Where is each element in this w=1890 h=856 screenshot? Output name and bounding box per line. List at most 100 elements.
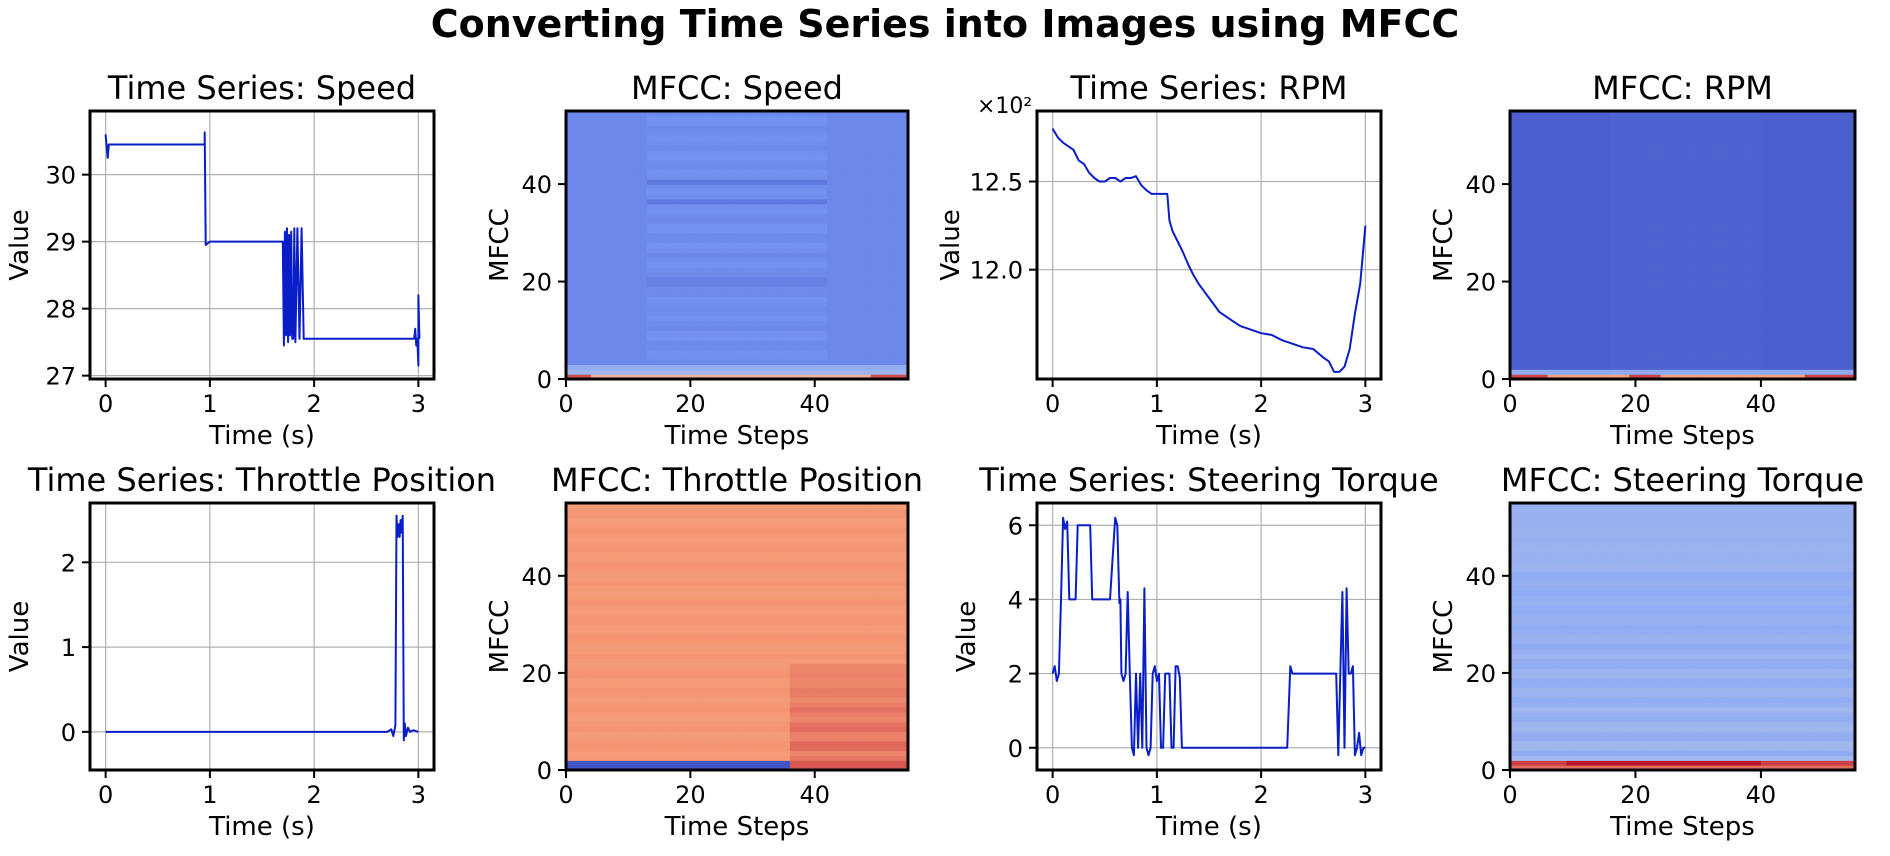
heatmap-cell (572, 242, 580, 249)
heatmap-cell (709, 188, 716, 195)
heatmap-cell (621, 305, 629, 312)
heatmap-cell (1591, 232, 1599, 239)
heatmap-cell (1792, 335, 1800, 341)
heatmap-cell (764, 320, 772, 326)
heatmap-cell (1610, 315, 1618, 322)
heatmap-cell (808, 193, 816, 200)
heatmap-cell (733, 364, 741, 370)
heatmap-cell (1698, 237, 1706, 244)
heatmap-cell (609, 213, 617, 219)
heatmap-cell (634, 257, 642, 263)
heatmap-cell (1604, 242, 1611, 249)
heatmap-cell (646, 208, 654, 214)
heatmap-cell (733, 262, 741, 268)
heatmap-cell (702, 305, 710, 312)
heatmap-cell (1553, 340, 1561, 346)
heatmap-cell (653, 369, 660, 375)
heatmap-cell (1641, 305, 1649, 312)
heatmap-cell (901, 281, 909, 288)
heatmap-cell (833, 262, 841, 268)
heatmap-cell (1510, 374, 1517, 380)
heatmap-cell (820, 184, 828, 190)
heatmap-cell (1572, 301, 1580, 307)
heatmap-cell (802, 286, 810, 292)
heatmap-cell (715, 218, 723, 224)
heatmap-cell (665, 369, 673, 375)
heatmap-cell (852, 320, 859, 326)
heatmap-cell (783, 242, 791, 249)
heatmap-cell (758, 193, 766, 200)
heatmap-cell (1685, 310, 1693, 317)
heatmap-cell (653, 296, 660, 302)
heatmap-cell (1804, 232, 1812, 239)
heatmap-cell (802, 154, 810, 161)
heatmap-cell (584, 266, 592, 273)
heatmap-cell (584, 179, 592, 185)
heatmap-cell (796, 223, 803, 229)
heatmap-cell (1597, 213, 1605, 219)
heatmap-cell (1648, 344, 1655, 351)
heatmap-cell (1591, 291, 1599, 297)
heatmap-cell (566, 286, 573, 292)
heatmap-cell (858, 237, 866, 244)
heatmap-cell (646, 164, 654, 171)
heatmap-cell (789, 232, 797, 239)
heatmap-cell (1622, 232, 1630, 239)
heatmap-cell (876, 232, 884, 239)
heatmap-cell (733, 203, 741, 210)
heatmap-cell (721, 310, 729, 317)
heatmap-cell (572, 223, 580, 229)
heatmap-cell (1848, 291, 1856, 297)
heatmap-cell (715, 125, 723, 132)
heatmap-cell (628, 340, 635, 346)
heatmap-cell (833, 135, 841, 141)
heatmap-cell (752, 369, 760, 375)
heatmap-cell (671, 159, 679, 166)
heatmap-cell (653, 276, 660, 283)
heatmap-cell (764, 169, 772, 175)
heatmap-cell (858, 179, 866, 185)
heatmap-cell (1510, 349, 1517, 356)
heatmap-cell (740, 188, 747, 195)
heatmap-cell (634, 135, 642, 141)
heatmap-cell (740, 286, 747, 292)
heatmap-cell (1597, 369, 1605, 375)
y-tick-label: 27 (45, 363, 76, 391)
heatmap-cell (740, 276, 747, 283)
heatmap-cell (715, 344, 723, 351)
heatmap-cell (1616, 301, 1624, 307)
heatmap-cell (1666, 281, 1674, 288)
heatmap-cell (1767, 359, 1775, 365)
heatmap-cell (1836, 242, 1844, 249)
heatmap-cell (659, 242, 667, 249)
heatmap-cell (889, 145, 897, 151)
heatmap-cell (1635, 374, 1643, 380)
heatmap-cell (870, 193, 878, 200)
heatmap-cell (733, 301, 741, 307)
heatmap-cell (901, 310, 909, 317)
heatmap-cell (1798, 320, 1806, 326)
heatmap-cell (1660, 237, 1668, 244)
heatmap-cell (876, 301, 884, 307)
heatmap-cell (733, 340, 741, 346)
heatmap-cell (1691, 310, 1699, 317)
heatmap-cell (864, 354, 872, 361)
heatmap-cell (721, 271, 729, 278)
heatmap-cell (895, 344, 903, 351)
heatmap-cell (771, 262, 779, 268)
heatmap-cell (1842, 242, 1850, 249)
heatmap-cell (1735, 354, 1743, 361)
heatmap-cell (690, 179, 698, 185)
heatmap-cell (1541, 223, 1549, 229)
heatmap-cell (1691, 354, 1699, 361)
heatmap-cell (864, 188, 872, 195)
heatmap-cell (721, 315, 729, 322)
heatmap-cell (1553, 310, 1561, 317)
heatmap-cell (640, 208, 648, 214)
heatmap-cell (1553, 364, 1561, 370)
heatmap-cell (833, 115, 841, 122)
heatmap-cell (1786, 262, 1793, 268)
heatmap-cell (677, 340, 685, 346)
heatmap-cell (709, 213, 716, 219)
heatmap-cell (796, 330, 803, 336)
